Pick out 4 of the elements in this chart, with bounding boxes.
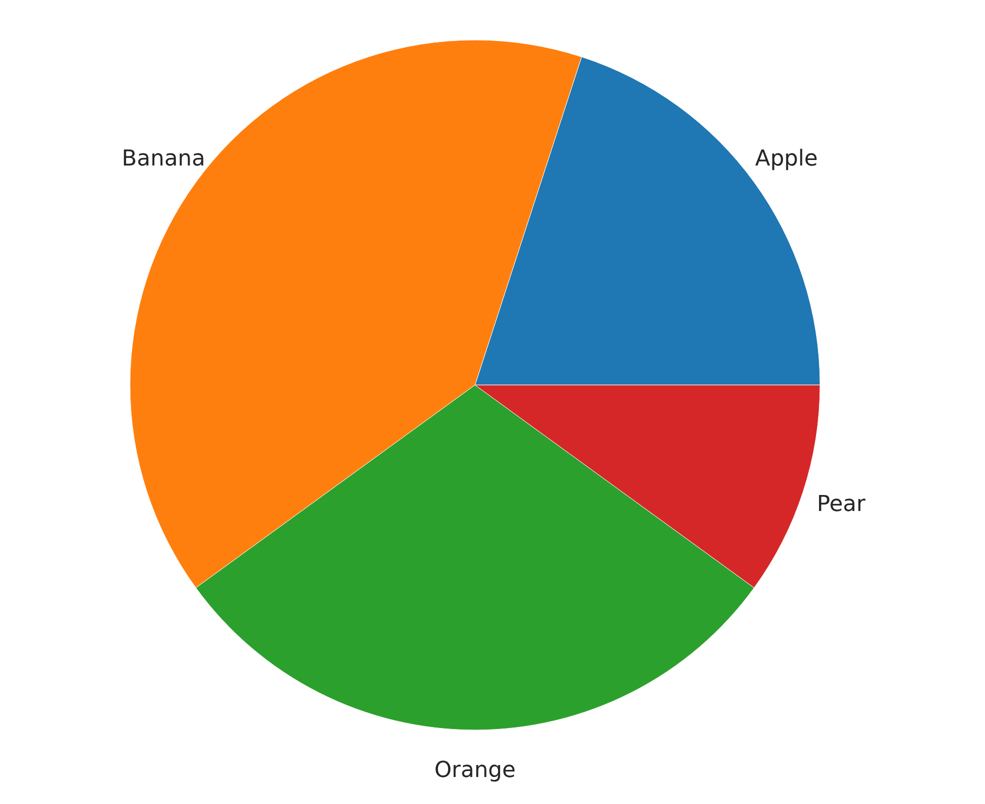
- slice-label: Orange: [434, 758, 516, 783]
- slice-label: Apple: [755, 146, 818, 172]
- slice-label: Banana: [122, 146, 206, 172]
- slice-label: Pear: [816, 492, 866, 517]
